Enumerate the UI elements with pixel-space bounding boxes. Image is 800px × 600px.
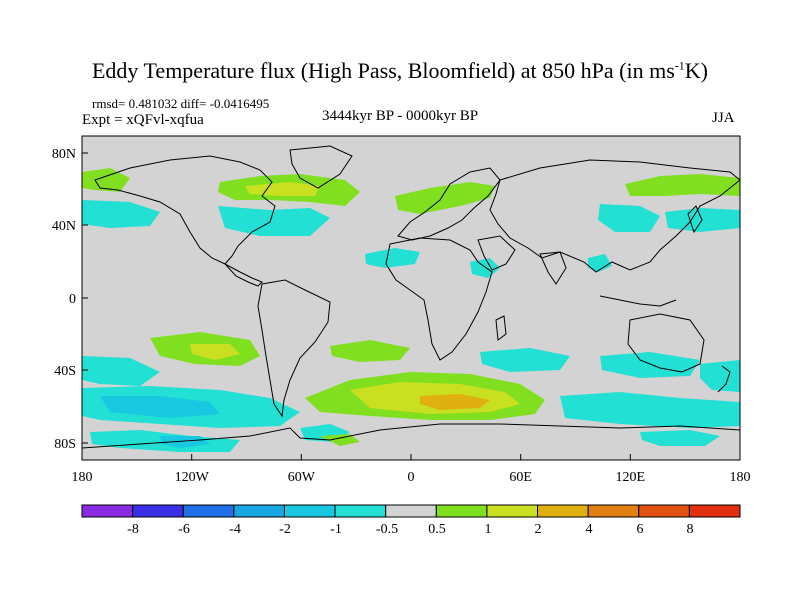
x-tick-label: 120W [175,470,210,485]
colorbar-label: 2 [535,522,542,537]
x-tick-label: 60W [288,470,316,485]
colorbar-label: 1 [485,522,492,537]
negative-region [700,360,740,392]
chart-title: Eddy Temperature flux (High Pass, Bloomf… [0,58,800,84]
negative-region [600,352,700,378]
anomaly-fields [82,168,740,452]
colorbar-swatch [537,504,589,518]
experiment-label: Expt = xQFvl-xqfua [82,112,204,128]
x-tick-label: 180 [730,470,751,485]
negative-region [470,258,500,278]
y-tick-label: 40S [54,364,76,379]
north-america-coastline [94,155,276,265]
negative-region [82,356,160,386]
indonesia-coastline [599,295,677,307]
colorbar-swatch [233,504,285,518]
madagascar-coastline [495,315,507,341]
new-zealand-coastline [717,365,731,393]
positive-region [420,394,490,410]
negative-region [598,204,660,232]
colorbar-swatch [435,504,488,518]
colorbar-swatch [486,504,539,518]
x-tick-label: 120E [616,470,646,485]
colorbar-label: -8 [127,522,139,537]
x-tick-label: 0 [408,470,415,485]
colorbar-swatch [587,504,640,518]
positive-region [395,182,495,214]
colorbar-label: 8 [687,522,694,537]
y-tick-label: 80N [52,147,76,162]
arabia-coastline [477,235,516,271]
australia-coastline [627,313,705,373]
central-america-coastline [224,263,263,287]
colorbar-label: 4 [586,522,593,537]
asia-coastline [489,159,740,273]
title-end: K) [684,58,708,83]
colorbar-label: -1 [330,522,342,537]
negative-region [365,248,420,268]
positive-region [320,434,360,446]
colorbar-swatch [283,504,336,518]
positive-region [625,174,740,196]
colorbar-label: -2 [279,522,291,537]
y-tick-label: 0 [69,292,76,307]
x-ticks [81,454,741,460]
antarctica-coastline [82,423,740,449]
y-ticks [82,152,88,444]
positive-region [82,168,130,192]
colorbar-labels: -8 -6 -4 -2 -1 -0.5 0.5 1 2 4 6 8 [127,522,693,537]
negative-region [640,430,720,446]
colorbar-swatch [182,504,235,518]
title-superscript: -1 [674,58,685,73]
negative-region [218,206,330,236]
x-tick-label: 180 [72,470,93,485]
colorbar-swatch [132,504,184,518]
positive-region [330,340,410,362]
positive-region [245,182,320,196]
colorbar-label: 0.5 [428,522,446,537]
coastlines [82,145,740,449]
negative-region [100,396,220,418]
y-tick-label: 80S [54,437,76,452]
negative-region [160,436,210,448]
negative-region [82,200,160,228]
colorbar-label: 6 [637,522,644,537]
positive-region [190,344,240,360]
negative-region [588,254,612,272]
x-tick-labels: 180 120W 60W 0 60E 120E 180 [72,470,751,485]
colorbar-swatch [334,504,387,518]
colorbar [81,504,741,518]
colorbar-swatch [688,504,741,518]
period-label: 3444kyr BP - 0000kyr BP [322,108,479,124]
colorbar-swatch [81,504,134,518]
title-main: Eddy Temperature flux (High Pass, Bloomf… [91,58,675,83]
stats-label: rmsd= 0.481032 diff= -0.0416495 [92,96,270,111]
colorbar-label: -6 [178,522,190,537]
negative-region [480,348,570,372]
negative-region [560,392,740,428]
y-tick-labels: 80N 40N 0 40S 80S [52,147,76,452]
colorbar-label: -4 [229,522,241,537]
india-coastline [539,251,567,285]
y-tick-label: 40N [52,219,76,234]
greenland-coastline [289,145,353,189]
colorbar-label: -0.5 [376,522,398,537]
season-label: JJA [712,110,735,126]
colorbar-swatch [385,504,437,518]
colorbar-swatch [638,504,690,518]
africa-coastline [385,237,493,361]
japan-coastline [687,205,703,234]
south-america-coastline [257,279,331,418]
x-tick-label: 60E [509,470,532,485]
